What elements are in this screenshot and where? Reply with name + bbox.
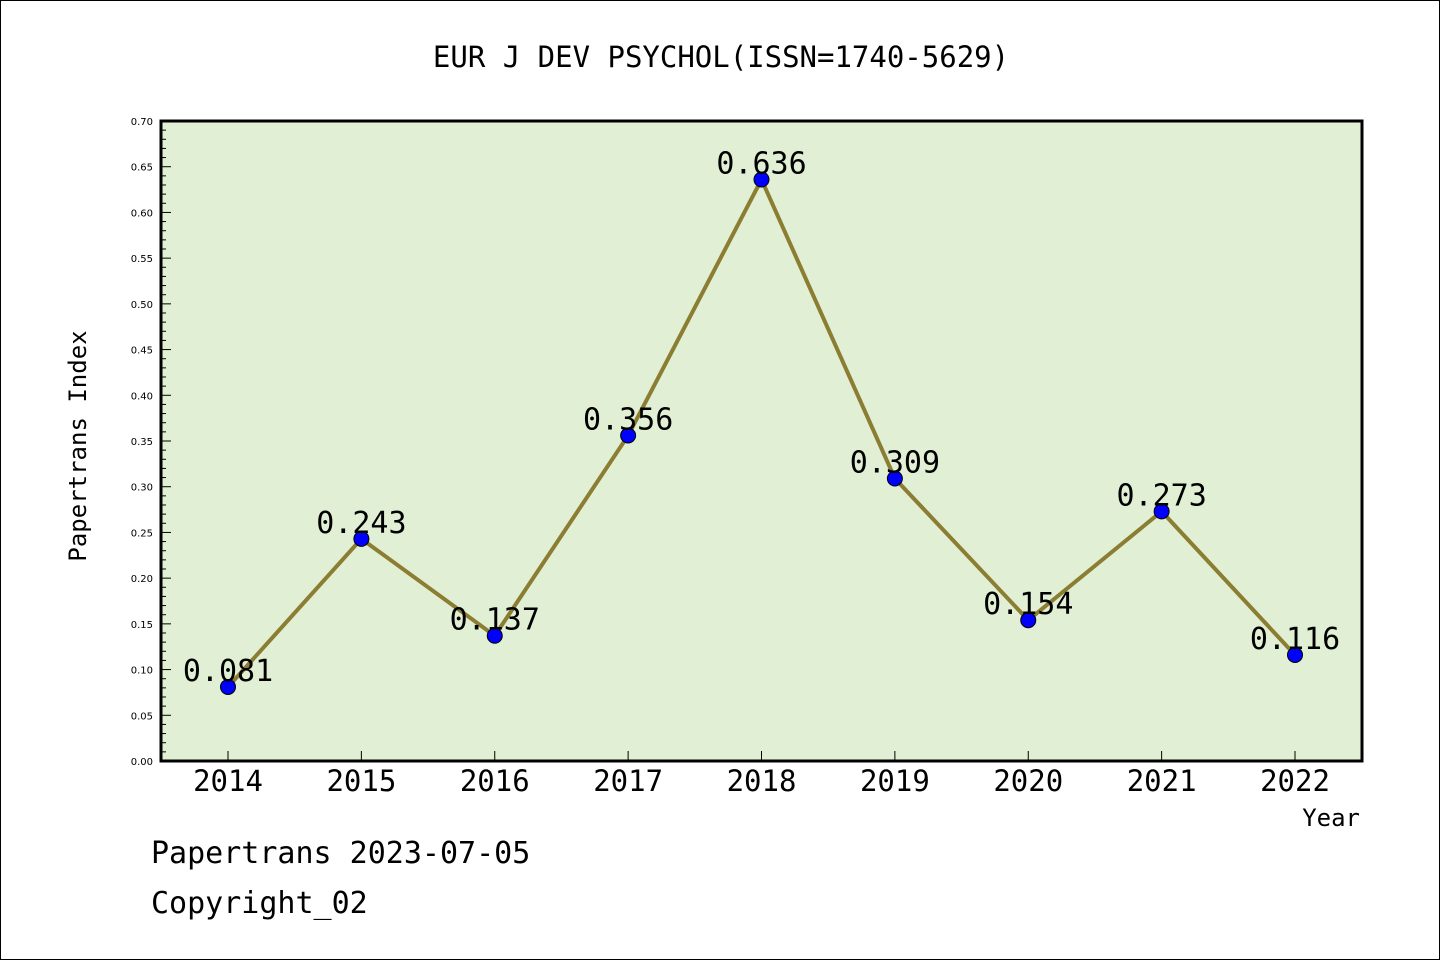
y-tick-label: 0.65 xyxy=(131,163,153,174)
y-tick-label: 0.55 xyxy=(131,254,153,265)
x-tick-label: 2014 xyxy=(193,764,263,798)
footer-date: Papertrans 2023-07-05 xyxy=(151,836,531,871)
x-tick-label: 2018 xyxy=(727,764,797,798)
data-point xyxy=(620,427,637,444)
data-point xyxy=(1153,503,1170,520)
y-tick-label: 0.20 xyxy=(131,574,153,585)
x-tick-label: 2019 xyxy=(860,764,930,798)
y-tick-label: 0.45 xyxy=(131,346,153,357)
data-label: 0.309 xyxy=(850,445,940,480)
data-label: 0.137 xyxy=(450,603,540,638)
x-tick-label: 2017 xyxy=(593,764,663,798)
y-tick-label: 0.00 xyxy=(131,757,153,768)
y-tick-label: 0.10 xyxy=(131,666,153,677)
y-tick-label: 0.35 xyxy=(131,437,153,448)
x-tick-label: 2021 xyxy=(1127,764,1197,798)
x-tick-label: 2015 xyxy=(326,764,396,798)
y-tick-label: 0.60 xyxy=(131,208,153,219)
data-label: 0.243 xyxy=(316,506,406,541)
y-tick-label: 0.40 xyxy=(131,391,153,402)
x-tick-label: 2016 xyxy=(460,764,530,798)
y-axis: 0.00 0.05 0.10 0.15 0.20 0.25 0.30 0.35 0.40 0.45… xyxy=(131,117,171,768)
data-point xyxy=(220,678,236,695)
data-point xyxy=(1020,612,1037,629)
y-tick-label: 0.25 xyxy=(131,528,153,539)
y-tick-label: 0.15 xyxy=(131,620,153,631)
y-tick-label: 0.70 xyxy=(131,117,153,128)
y-tick-label: 0.50 xyxy=(131,300,153,311)
x-axis-label: Year xyxy=(1302,804,1360,832)
y-axis-label: Papertrans Index xyxy=(64,330,92,561)
plot-area xyxy=(161,121,1362,761)
chart-title: EUR J DEV PSYCHOL(ISSN=1740-5629) xyxy=(433,40,1009,74)
plot-frame xyxy=(159,119,1364,763)
y-tick-label: 0.30 xyxy=(131,483,153,494)
data-label: 0.116 xyxy=(1250,622,1340,657)
data-point xyxy=(753,171,770,188)
data-point xyxy=(353,530,370,547)
series-layer: 0.081 0.243 0.137 0.356 0.636 0.309 0.154 0.273… xyxy=(183,147,1340,695)
data-label: 0.356 xyxy=(583,403,673,438)
data-point xyxy=(1287,646,1303,663)
footer-copyright: Copyright_02 xyxy=(151,886,368,921)
data-label: 0.636 xyxy=(716,147,806,182)
data-label: 0.081 xyxy=(183,654,273,689)
y-tick-label: 0.05 xyxy=(131,711,153,722)
data-label: 0.273 xyxy=(1116,478,1206,513)
x-axis: 2014 2015 2016 2017 2018 2019 2020 2021 2022 xyxy=(193,751,1330,798)
x-tick-label: 2020 xyxy=(993,764,1063,798)
data-point xyxy=(886,470,903,487)
x-tick-label: 2022 xyxy=(1260,764,1330,798)
data-point xyxy=(486,627,503,644)
data-label: 0.154 xyxy=(983,587,1073,622)
